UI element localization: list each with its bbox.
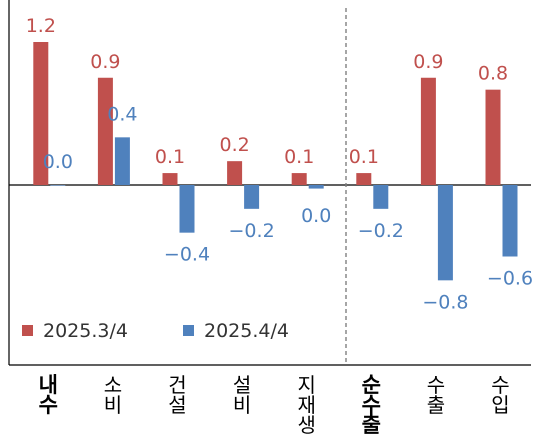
value-labels-group: 1.2 0.9 0.1 0.2 0.1 0.1 0.9 0.8 0.0 0.4 −0.4 −0.2 0.… [26, 15, 533, 313]
legend-label-1: 2025.3/4 [43, 320, 128, 342]
bar-series1-1 [97, 77, 113, 185]
legend-swatch-1 [22, 325, 33, 336]
data-label-series1-6: 0.9 [413, 51, 443, 73]
bar-series1-0 [33, 42, 49, 185]
data-label-series2-4: 0.0 [301, 205, 331, 227]
category-label-0-line-0: 내 [39, 373, 58, 397]
bar-series1-3 [227, 161, 243, 185]
data-label-series1-1: 0.9 [90, 51, 120, 73]
bar-series2-4 [308, 185, 324, 189]
data-label-series1-7: 0.8 [478, 63, 508, 85]
category-label-2-line-1: 설 [168, 393, 186, 417]
data-label-series2-1: 0.4 [107, 103, 137, 125]
category-label-3-line-0: 설 [233, 373, 251, 397]
category-label-4-line-0: 지 [297, 373, 315, 397]
data-label-series2-5: −0.2 [358, 220, 404, 242]
bar-series1-7 [485, 89, 501, 185]
bar-series2-3 [244, 185, 260, 209]
category-label-3-line-1: 비 [233, 393, 251, 417]
bar-series1-2 [162, 173, 178, 185]
data-label-series1-5: 0.1 [349, 146, 379, 168]
data-label-series2-6: −0.8 [422, 291, 468, 313]
category-label-7-line-0: 수 [491, 373, 509, 397]
bar-series1-6 [420, 77, 436, 185]
category-label-6-line-0: 수 [427, 373, 445, 397]
category-label-4-line-2: 생 [297, 413, 315, 437]
bar-series2-7 [502, 185, 518, 257]
data-label-series2-3: −0.2 [229, 220, 275, 242]
category-label-1-line-0: 소 [104, 373, 122, 397]
bar-series2-2 [179, 185, 195, 233]
data-label-series1-2: 0.1 [155, 146, 185, 168]
category-label-5-line-0: 순 [362, 373, 381, 397]
data-label-series2-7: −0.6 [487, 268, 533, 290]
data-label-series1-0: 1.2 [26, 15, 56, 37]
data-label-series1-3: 0.2 [219, 134, 249, 156]
legend-swatch-2 [183, 325, 194, 336]
category-label-2-line-0: 건 [168, 373, 186, 397]
legend-label-2: 2025.4/4 [204, 320, 289, 342]
category-label-4-line-1: 재 [297, 393, 315, 417]
category-label-7-line-1: 입 [491, 393, 509, 417]
bar-series2-5 [373, 185, 389, 209]
legend: 2025.3/4 2025.4/4 [22, 320, 289, 342]
data-label-series1-4: 0.1 [284, 146, 314, 168]
data-label-series2-2: −0.4 [164, 244, 210, 266]
category-label-1-line-1: 비 [104, 393, 122, 417]
category-label-5-line-2: 출 [362, 413, 381, 437]
category-label-6-line-1: 출 [427, 393, 445, 417]
data-label-series2-0: 0.0 [43, 151, 73, 173]
category-label-5-line-1: 수 [362, 393, 381, 417]
bar-series2-1 [114, 137, 130, 185]
category-label-0-line-1: 수 [39, 393, 58, 417]
bars-group [33, 42, 518, 281]
bar-series2-0 [50, 185, 66, 186]
category-labels-group: 내 수소 비건 설설 비지 재 생순 수 출수 출수 입 [39, 373, 510, 437]
bar-series2-6 [437, 185, 453, 281]
bar-series1-5 [356, 173, 372, 185]
bar-series1-4 [291, 173, 307, 185]
plot-area [8, 0, 531, 366]
